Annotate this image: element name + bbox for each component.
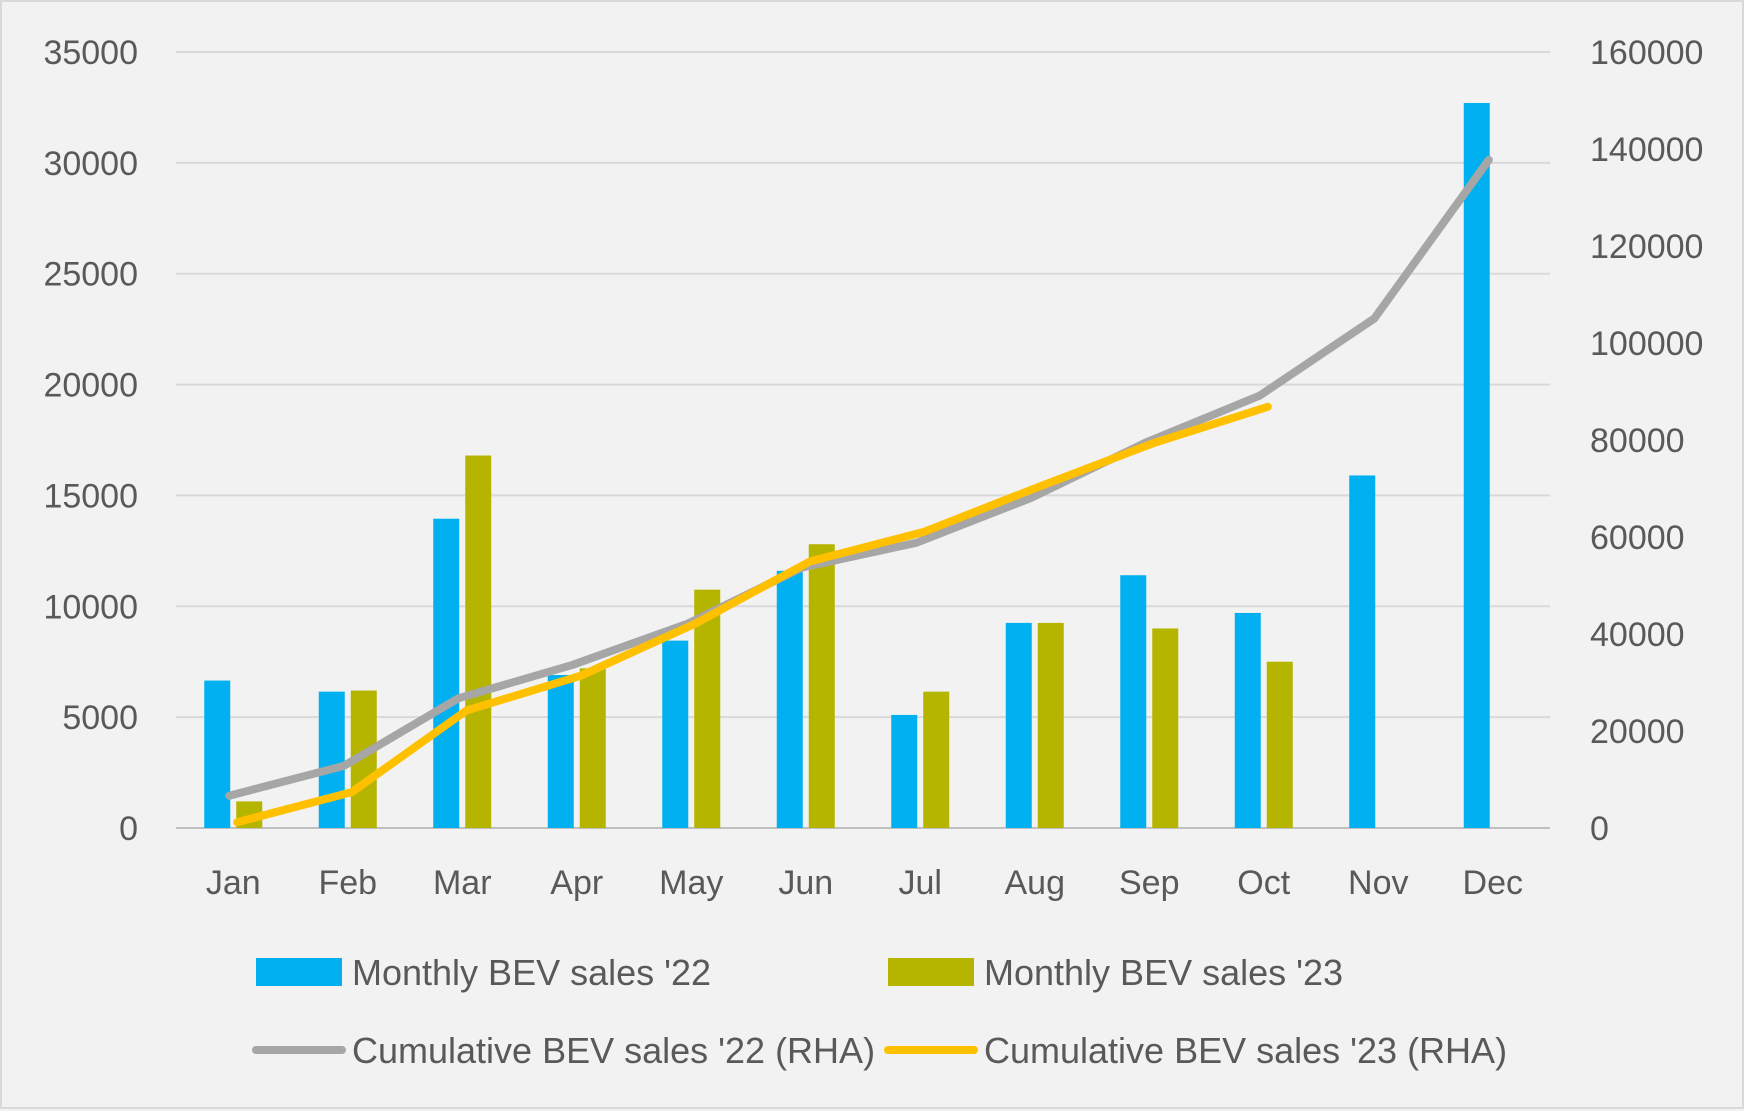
bar-2023	[923, 691, 950, 828]
bar-2023	[1037, 622, 1064, 828]
bar-2022	[1234, 612, 1261, 828]
bar-2023	[694, 589, 721, 828]
x-tick-label: Jul	[899, 864, 942, 902]
y-right-tick-label: 60000	[1590, 519, 1685, 557]
legend-label: Cumulative BEV sales '22 (RHA)	[352, 1030, 875, 1071]
y-right-tick-label: 80000	[1590, 422, 1685, 460]
bar-2022	[1349, 475, 1376, 828]
y-right-tick-label: 20000	[1590, 713, 1685, 751]
line-cumulative-2023	[233, 402, 1272, 827]
bar-2023	[579, 668, 606, 828]
bar-2023	[465, 455, 492, 828]
x-tick-label: Aug	[1005, 864, 1066, 902]
bar-2022	[1463, 102, 1490, 829]
x-tick-label: Dec	[1463, 864, 1523, 902]
y-left-tick-label: 10000	[43, 588, 138, 626]
x-tick-label: Nov	[1348, 864, 1408, 902]
bar-2022	[204, 680, 231, 828]
x-tick-label: Jan	[206, 864, 261, 902]
x-tick-label: Oct	[1237, 864, 1290, 902]
bars	[204, 102, 1490, 829]
bar-2022	[547, 675, 574, 828]
bar-2022	[318, 691, 345, 828]
legend-swatch-bar	[888, 958, 974, 986]
y-left-tick-label: 20000	[43, 367, 138, 405]
y-left-tick-label: 5000	[62, 699, 138, 737]
y-right-tick-label: 120000	[1590, 228, 1703, 266]
gridlines	[176, 51, 1550, 829]
legend-label: Monthly BEV sales '23	[984, 952, 1343, 993]
x-tick-label: Mar	[433, 864, 492, 902]
legend-swatch-bar	[256, 958, 342, 986]
y-left-tick-label: 30000	[43, 145, 138, 183]
axis-labels: 0 5000 10000 15000 20000 25000 30000 35000 0 2000…	[43, 34, 1703, 902]
line-cumulative-2022	[225, 155, 1493, 800]
y-right-tick-label: 160000	[1590, 34, 1703, 72]
legend-label: Cumulative BEV sales '23 (RHA)	[984, 1030, 1507, 1071]
bar-2022	[1120, 575, 1147, 828]
y-right-tick-label: 100000	[1590, 325, 1703, 363]
x-tick-label: Sep	[1119, 864, 1180, 902]
bar-2022	[1005, 622, 1032, 828]
x-tick-label: May	[659, 864, 723, 902]
y-left-tick-label: 0	[119, 810, 138, 848]
bar-2023	[808, 544, 835, 828]
bar-2023	[1152, 628, 1179, 828]
y-left-tick-label: 25000	[43, 256, 138, 294]
y-left-tick-label: 15000	[43, 477, 138, 515]
legend-label: Monthly BEV sales '22	[352, 952, 711, 993]
y-right-tick-label: 0	[1590, 810, 1609, 848]
y-left-tick-label: 35000	[43, 34, 138, 72]
bar-2022	[433, 518, 460, 828]
y-right-tick-label: 140000	[1590, 131, 1703, 169]
x-tick-label: Apr	[550, 864, 603, 902]
bar-2023	[1266, 661, 1293, 828]
legend: Monthly BEV sales '22 Monthly BEV sales '…	[252, 952, 1507, 1071]
lines	[225, 155, 1493, 827]
bar-2022	[662, 640, 689, 828]
bar-2022	[776, 570, 803, 828]
bar-2022	[891, 714, 918, 828]
x-tick-label: Jun	[778, 864, 833, 902]
y-right-tick-label: 40000	[1590, 616, 1685, 654]
x-tick-label: Feb	[318, 864, 377, 902]
